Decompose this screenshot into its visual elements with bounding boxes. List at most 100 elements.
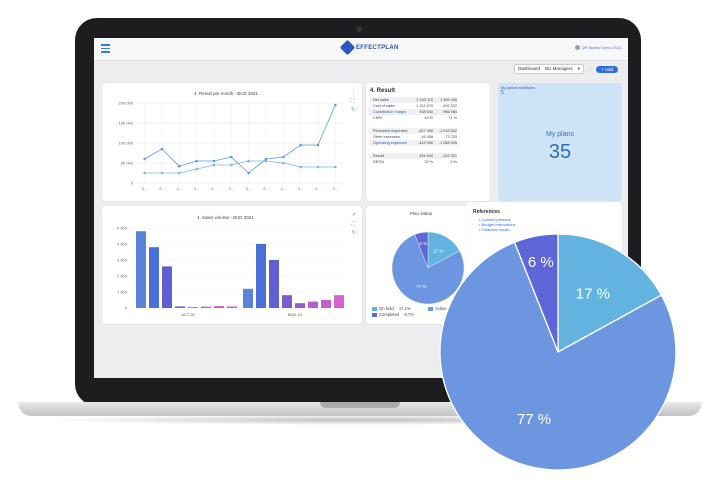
data-point: [282, 155, 285, 159]
bar: [256, 244, 266, 308]
result-cell: -443 996: [418, 141, 433, 145]
slice-label: 77 %: [517, 411, 551, 428]
y-tick-label: 200 000: [119, 101, 134, 106]
result-cell: 2 163 110: [416, 98, 433, 102]
data-point: [264, 157, 268, 161]
slice-label: 17 %: [433, 249, 443, 254]
legend-label: Active: [435, 306, 447, 311]
refresh-icon[interactable]: ↻: [351, 230, 356, 236]
series-line: [144, 160, 336, 174]
legend-value: 17.1%: [398, 306, 411, 311]
bar: [149, 247, 159, 308]
bar: [214, 306, 224, 308]
group-label: BUD-21: [288, 312, 303, 317]
result-cell: -402 322: [442, 104, 457, 108]
bar: [269, 260, 279, 308]
dashboard-value: BU Managers: [545, 66, 573, 71]
expand-icon[interactable]: ⛶: [351, 221, 356, 227]
menu-icon[interactable]: [101, 44, 110, 53]
refresh-icon[interactable]: ↻: [351, 107, 356, 113]
x-tick-label: 2...: [229, 186, 235, 191]
open-icon[interactable]: ↗: [351, 212, 356, 218]
result-cell: Net sales: [373, 98, 389, 102]
data-point: [264, 159, 268, 163]
result-cell: 43 %: [424, 116, 433, 120]
sales-chart-card: 4. Sales volume - BUD 2021 ↗ ⛶ ↻ 5 000 4 …: [102, 206, 362, 324]
data-point: [247, 159, 250, 163]
y-tick-label: 150 000: [119, 121, 134, 126]
x-tick-label: 2...: [333, 186, 339, 191]
legend-on-hold: On hold 17.1%: [372, 306, 411, 311]
x-tick-label: 2...: [142, 186, 148, 191]
expand-icon[interactable]: ⛶: [351, 98, 355, 104]
legend-swatch: [372, 306, 377, 311]
x-tick-label: 2...: [315, 186, 321, 191]
result-cell: -1 088 925: [438, 141, 457, 145]
y-tick-label: 100 000: [119, 141, 134, 146]
sales-bar-chart: 5 000 4 000 3 000 2 000 1 000 0 ACT-20 BUD-21: [117, 226, 344, 317]
bar: [136, 231, 146, 308]
data-point: [334, 165, 337, 169]
small-pie-chart: 17 % 77 % 6 %: [391, 231, 465, 305]
y-tick-label: 2 000: [117, 274, 128, 279]
active-workflows: My active workflows 5: [501, 86, 535, 96]
result-cell: Contribution margin: [373, 110, 407, 114]
result-row: Contribution margin 938 540 966 984: [369, 109, 457, 115]
references-title: References: [473, 209, 500, 215]
bar: [188, 307, 198, 308]
result-row: Result 494 544 -122 021: [369, 153, 457, 159]
bar: [227, 306, 237, 308]
result-cell: -427 498: [418, 129, 433, 133]
dashboard-select[interactable]: Dashboard BU Managers ▾: [514, 64, 584, 74]
slice-label: 17 %: [576, 285, 610, 302]
data-point: [247, 171, 250, 175]
bar: [162, 266, 172, 308]
laptop-camera: [356, 26, 362, 32]
data-point: [334, 103, 337, 107]
slice-label: 6 %: [528, 254, 554, 271]
legend-label: Completed: [379, 312, 400, 317]
result-row: Other expenses -16 498 -73 233: [369, 134, 457, 140]
pie-slice: [439, 241, 677, 471]
data-point: [195, 167, 198, 171]
legend-value: 5.7%: [404, 312, 414, 317]
result-cell: -16 498: [420, 135, 433, 139]
chart-tools: ⋮ ⛶ ↻: [351, 89, 356, 113]
data-point: [282, 161, 285, 165]
pie-slice: [557, 233, 663, 354]
result-cell: -73 233: [444, 135, 457, 139]
result-table-title: 4. Result: [370, 88, 396, 94]
reference-link[interactable]: • Financial model: [479, 227, 510, 232]
legend-swatch: [428, 306, 433, 311]
data-point: [212, 163, 216, 167]
user-icon: [574, 45, 580, 50]
result-row: Operating expenses -443 996 -1 088 925: [369, 140, 457, 146]
more-icon[interactable]: ⋮: [351, 89, 356, 95]
result-chart-title: 4. Result per month - BUD 2021: [194, 91, 259, 96]
result-row: Net sales 2 163 110 1 369 406: [369, 97, 457, 103]
pie-slice: [391, 234, 465, 305]
more-options-icon[interactable]: ⋮: [587, 66, 593, 71]
my-plans-card[interactable]: My active workflows 5 My plans 35: [498, 83, 622, 201]
x-tick-label: 2...: [159, 186, 165, 191]
data-point: [230, 163, 233, 167]
active-workflows-label: My active workflows: [501, 86, 535, 90]
legend-swatch: [372, 312, 377, 317]
data-point: [178, 164, 181, 168]
series-line: [144, 104, 336, 174]
reference-link[interactable]: • Contact persons: [479, 217, 511, 222]
result-cell: 1 369 406: [440, 98, 457, 102]
result-cell: 23 %: [424, 160, 433, 164]
data-point: [230, 155, 233, 159]
bar: [295, 303, 305, 308]
user-name: QP Ashley Demo 2021: [581, 45, 622, 50]
y-tick-label: 0: [131, 181, 134, 186]
user-menu[interactable]: QP Ashley Demo 2021: [574, 45, 622, 50]
bar: [243, 288, 253, 308]
data-point: [316, 143, 320, 147]
add-button[interactable]: + Add: [596, 65, 618, 73]
reference-link[interactable]: • Budget instructions: [479, 222, 516, 227]
y-tick-label: 1 000: [117, 290, 128, 295]
result-table-card: 4. Result Net sales 2 163 110 1 369 406 Cos…: [366, 83, 490, 201]
slice-label: 77 %: [416, 284, 426, 289]
